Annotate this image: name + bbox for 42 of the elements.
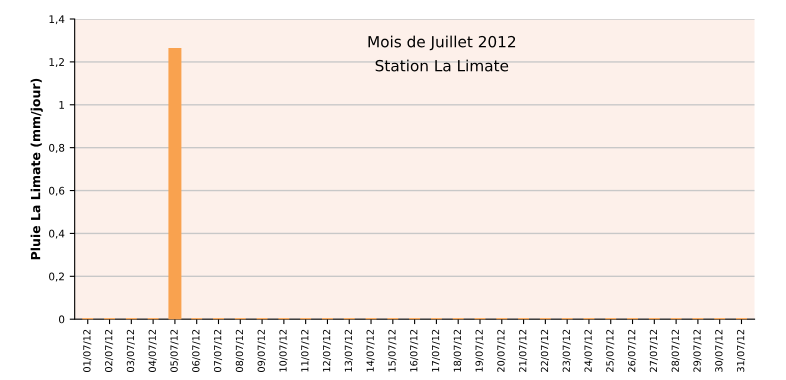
y-tick-label: 1,2 <box>50 58 64 68</box>
x-tick-label: 16/07/12 <box>410 330 418 372</box>
text: Mois de Juillet 2012 <box>368 36 516 50</box>
y-tick-label: 0 <box>59 315 64 324</box>
x-tick-label: 17/07/12 <box>432 330 440 372</box>
x-tick-label: 11/07/12 <box>301 330 310 372</box>
x-tick-label: 25/07/12 <box>606 330 614 372</box>
x-tick-label: 24/07/12 <box>584 330 593 372</box>
x-tick-label: 01/07/12 <box>83 330 92 372</box>
x-tick-label: 15/07/12 <box>388 330 396 372</box>
x-tick-label: 21/07/12 <box>519 330 528 372</box>
x-tick-label: 13/07/12 <box>344 330 353 372</box>
x-tick-label: 30/07/12 <box>715 330 724 372</box>
x-tick-label: 03/07/12 <box>126 330 135 372</box>
x-tick-label: 19/07/12 <box>475 330 484 372</box>
y-tick-label: 0,6 <box>49 186 64 196</box>
x-tick-label: 23/07/12 <box>562 330 571 372</box>
x-tick-label: 29/07/12 <box>693 330 702 372</box>
x-tick-label: 06/07/12 <box>192 330 200 372</box>
y-tick-label: 0,2 <box>49 272 64 282</box>
x-tick-label: 08/07/12 <box>236 330 244 372</box>
y-tick-label: 1,4 <box>50 15 64 24</box>
text: Station La Limate <box>376 60 508 72</box>
x-tick-label: 18/07/12 <box>454 330 462 372</box>
y-tick-label: 0,8 <box>49 144 64 153</box>
x-tick-label: 02/07/12 <box>105 330 114 372</box>
x-tick-label: 05/07/12 <box>170 330 178 372</box>
x-tick-label: 07/07/12 <box>214 330 222 372</box>
x-tick-label: 31/07/12 <box>736 330 746 372</box>
y-axis-title: Pluie La Limate (mm/jour) <box>30 78 43 260</box>
x-tick-label: 26/07/12 <box>628 330 636 372</box>
x-tick-label: 27/07/12 <box>650 330 658 372</box>
x-tick-label: 12/07/12 <box>322 330 332 372</box>
y-tick-label: 1 <box>59 101 64 109</box>
x-tick-label: 28/07/12 <box>672 330 680 372</box>
x-tick-label: 22/07/12 <box>540 330 549 372</box>
x-tick-label: 04/07/12 <box>148 330 157 372</box>
x-tick-label: 10/07/12 <box>279 330 288 372</box>
x-tick-label: 20/07/12 <box>497 330 506 372</box>
x-tick-label: 09/07/12 <box>258 330 266 372</box>
x-tick-label: 14/07/12 <box>366 330 375 372</box>
y-tick-label: 0,4 <box>49 230 64 239</box>
